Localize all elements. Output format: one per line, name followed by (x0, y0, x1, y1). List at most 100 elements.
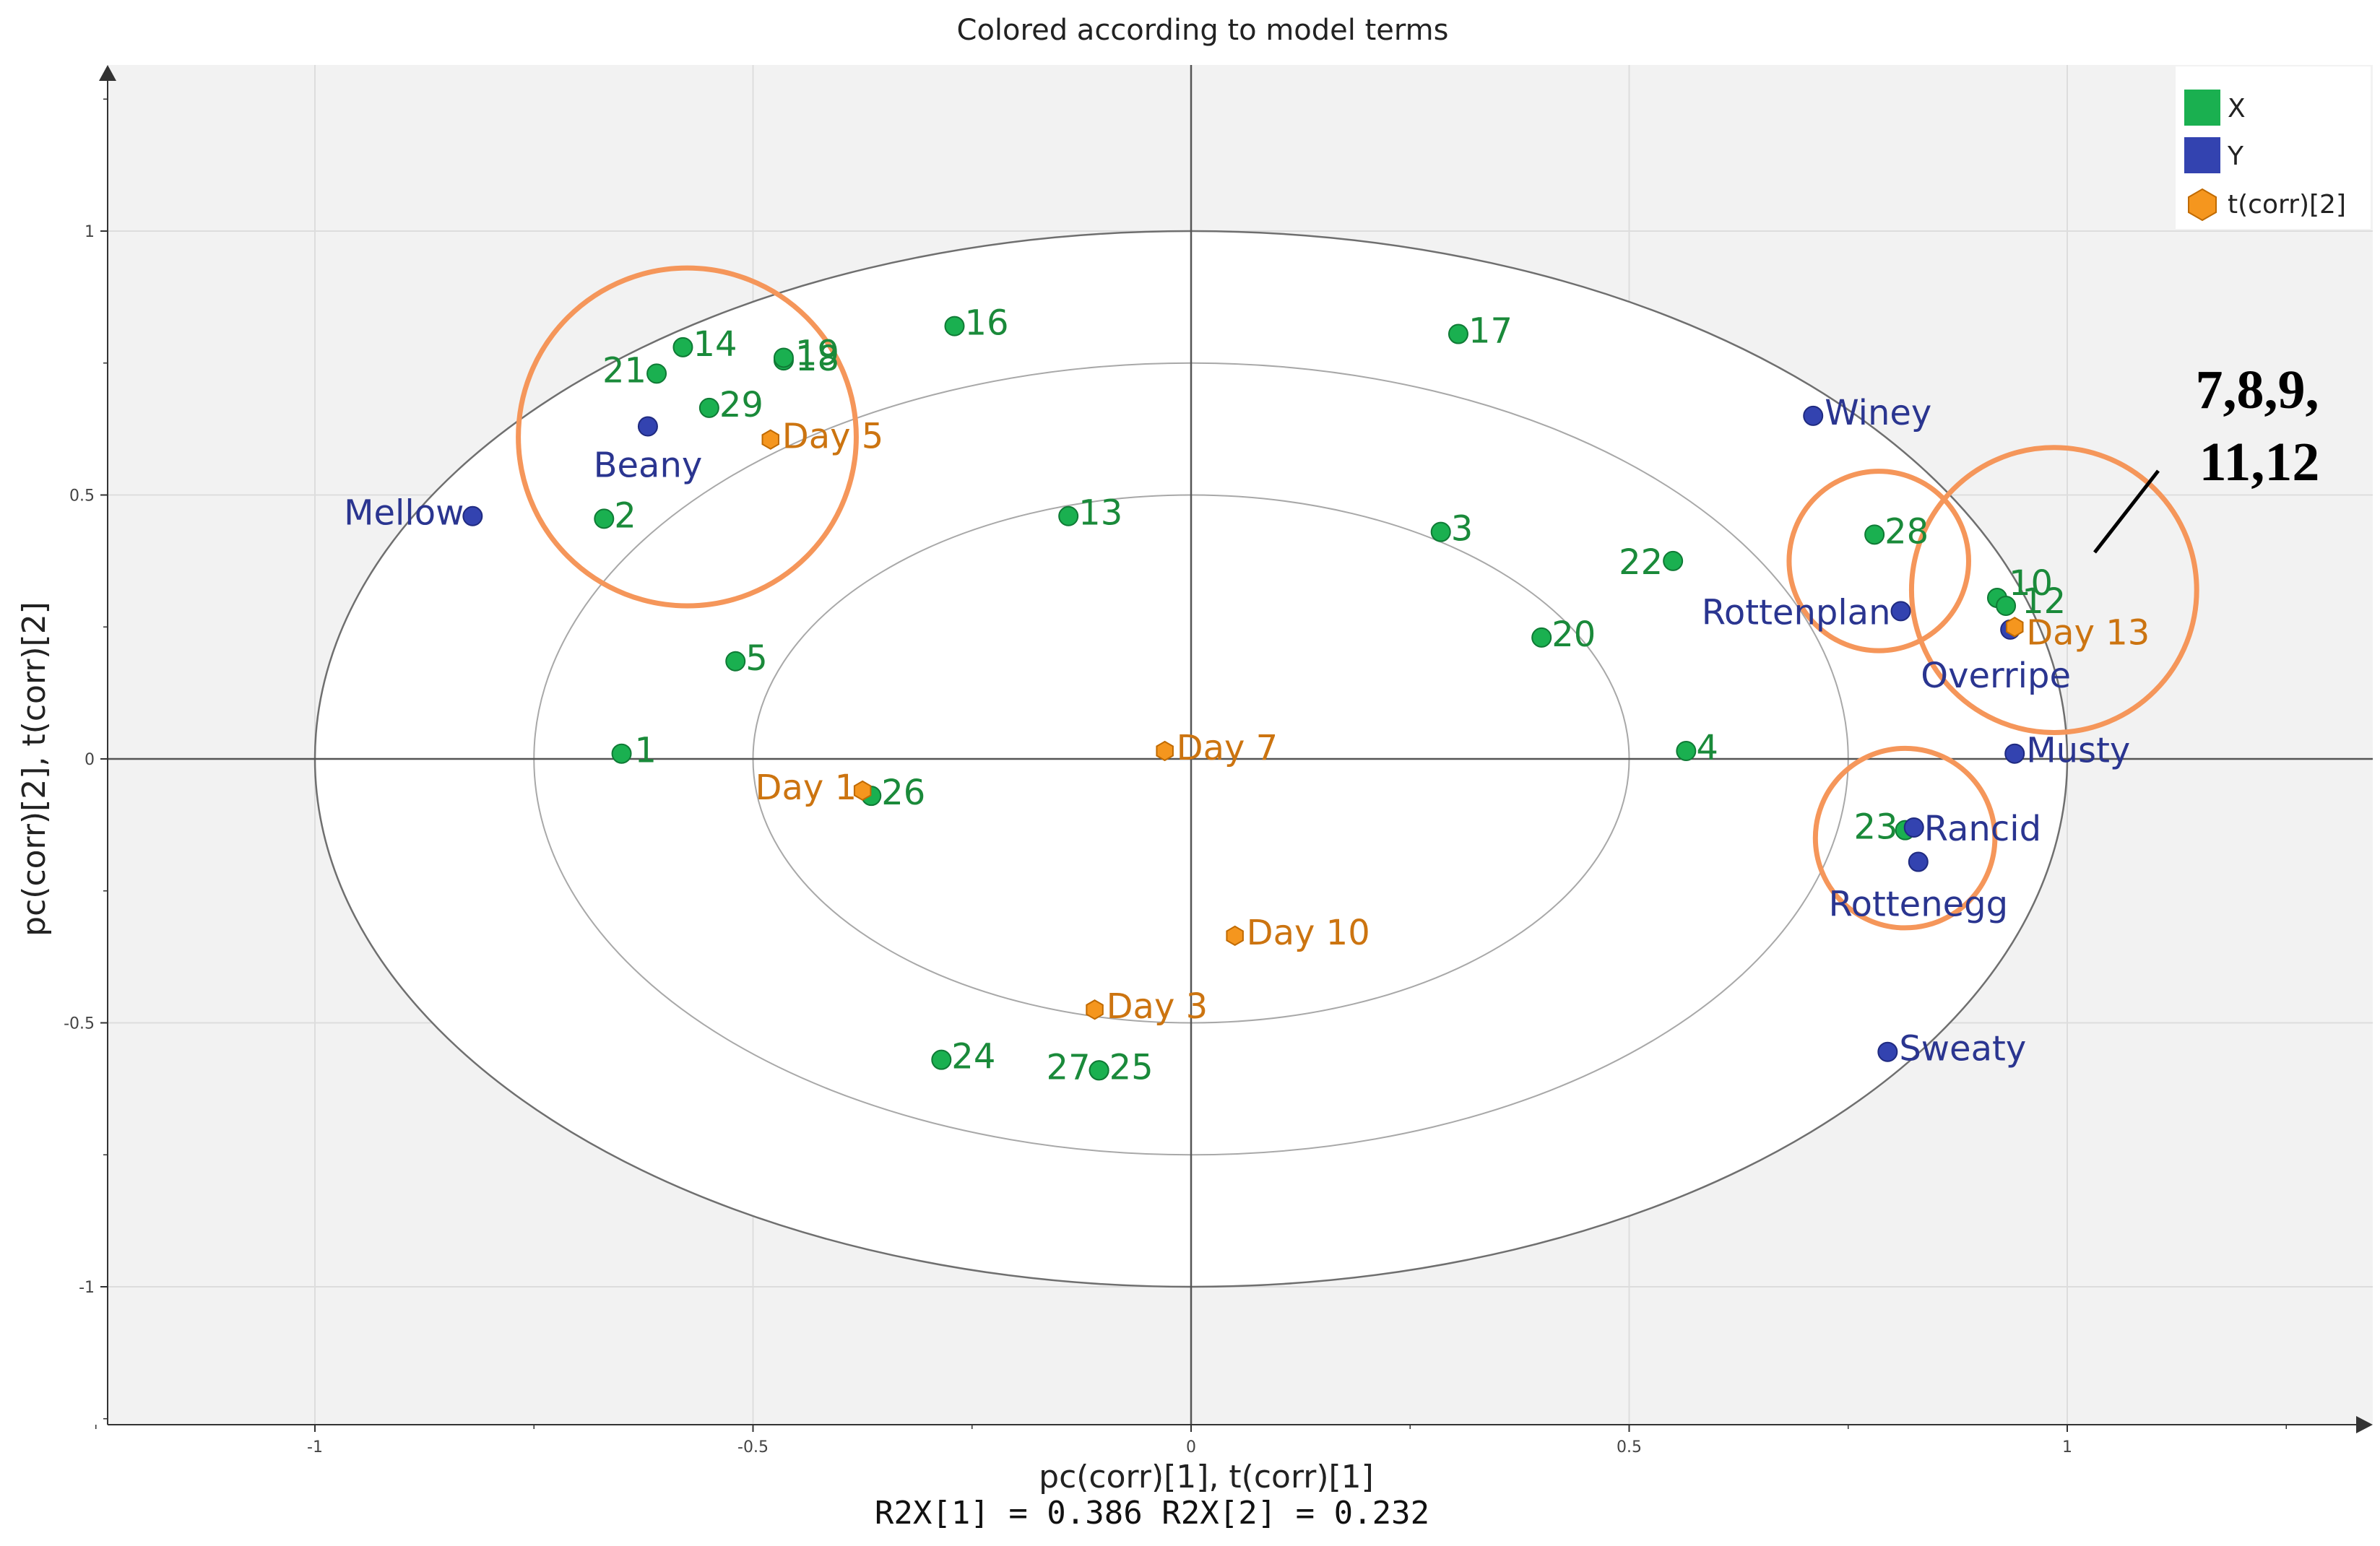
point-label-tcorr: Day 13 (2026, 612, 2150, 653)
point-label-x: 25 (1109, 1047, 1154, 1087)
point-x-24 (931, 1049, 952, 1070)
highlight-circle (1908, 445, 2199, 735)
x-tick-label: 1 (2062, 1438, 2072, 1456)
point-label-x: 23 (1854, 807, 1898, 848)
legend-swatch-tcorr-hexagon-icon (2188, 188, 2217, 222)
point-label-x: 29 (719, 385, 763, 425)
point-label-x: 13 (1078, 493, 1122, 534)
y-axis-label: pc(corr)[2], t(corr)[2] (16, 602, 53, 937)
chart-title: Colored according to model terms (957, 14, 1449, 47)
point-label-y: Winey (1825, 393, 1931, 433)
point-x-14 (672, 336, 693, 357)
x-tick-label: 0 (1186, 1438, 1196, 1456)
point-y-musty (2004, 743, 2025, 764)
legend: X Y t(corr)[2] (2176, 66, 2371, 229)
y-axis-arrow-icon (99, 65, 116, 81)
point-y-mellow (462, 505, 483, 526)
y-tick-label: -0.5 (64, 1015, 95, 1033)
axis-layer (99, 65, 2373, 1433)
point-tcorr-day-5 (761, 429, 779, 450)
point-label-y: Sweaty (1899, 1029, 2026, 1069)
point-x-4 (1676, 741, 1697, 762)
point-x-13 (1058, 505, 1079, 526)
callout-text-line1: 7,8,9, (2196, 360, 2319, 420)
point-tcorr-day-13 (2006, 617, 2024, 638)
point-label-x: 22 (1619, 542, 1663, 583)
point-label-x: 14 (693, 324, 737, 365)
point-x-17 (1448, 323, 1468, 344)
point-label-x: 18 (795, 339, 839, 379)
r2x-footer: R2X[1] = 0.386 R2X[2] = 0.232 (875, 1495, 1429, 1532)
point-label-x: 5 (745, 638, 768, 679)
point-label-x: 1 (635, 731, 657, 771)
point-label-x: 24 (951, 1037, 995, 1077)
x-tick-label: -0.5 (737, 1438, 769, 1456)
highlight-circles (516, 265, 2199, 931)
point-label-x: 17 (1468, 311, 1513, 352)
point-label-y: Rottenegg (1828, 885, 2008, 925)
x-axis-arrow-icon (2356, 1416, 2373, 1433)
y-tick-label: 0.5 (69, 487, 95, 505)
point-label-tcorr: Day 1 (756, 768, 857, 808)
point-layer (462, 316, 2025, 1081)
point-label-x: 28 (1884, 511, 1929, 552)
callout-text-line2: 11,12 (2199, 432, 2320, 492)
point-label-y: Musty (2026, 731, 2130, 771)
point-y-rottenplan (1890, 601, 1911, 622)
point-label-x: 2 (614, 495, 636, 536)
point-tcorr-day-3 (1086, 999, 1104, 1020)
point-x-20 (1531, 627, 1552, 648)
point-label-tcorr: Day 3 (1107, 986, 1208, 1027)
point-label-y: Mellow (344, 493, 464, 534)
point-x-19 (773, 347, 794, 368)
highlight-circle (1786, 469, 1971, 653)
point-x-3 (1430, 521, 1451, 542)
y-tick-label: 0 (85, 751, 95, 769)
point-label-y: Beany (594, 445, 703, 485)
legend-label-x: X (2228, 94, 2246, 123)
point-x-12 (1996, 596, 2017, 617)
callout-pointer-line (2093, 469, 2160, 554)
point-x-1 (611, 743, 632, 764)
point-y-rottenegg (1908, 851, 1929, 872)
x-tick-label: 0.5 (1617, 1438, 1642, 1456)
point-x-21 (646, 363, 667, 384)
point-x-5 (725, 651, 746, 672)
point-x-2 (594, 508, 615, 529)
point-label-y: Overripe (1921, 656, 2071, 696)
point-label-x: 21 (602, 350, 646, 391)
point-label-x: 12 (2022, 581, 2066, 622)
point-label-x: 16 (964, 303, 1008, 344)
legend-swatch-x (2184, 90, 2220, 126)
legend-label-tcorr: t(corr)[2] (2228, 190, 2346, 220)
point-label-x: 10 (2009, 563, 2053, 604)
point-label-x: 19 (795, 333, 839, 373)
point-y-sweaty (1877, 1041, 1898, 1062)
point-label-tcorr: Day 10 (1247, 913, 1370, 953)
y-tick-label: 1 (85, 223, 95, 241)
point-x-28 (1864, 524, 1885, 545)
point-y-beany (637, 416, 658, 437)
x-axis-label: pc(corr)[1], t(corr)[1] (1039, 1459, 1374, 1495)
highlight-circle (1812, 745, 1998, 931)
x-tick-label: -1 (307, 1438, 323, 1456)
point-label-y: Rancid (1924, 809, 2041, 849)
point-x-29 (698, 397, 719, 418)
point-label-tcorr: Day 7 (1177, 728, 1278, 768)
legend-label-y: Y (2227, 142, 2244, 171)
point-tcorr-day-1 (853, 780, 872, 802)
point-label-x: 27 (1047, 1047, 1091, 1087)
legend-swatch-y (2184, 137, 2220, 173)
tick-layer: -1 -0.5 0 0.5 1 -1 -0.5 0 0.5 1 (64, 98, 2287, 1456)
y-tick-label: -1 (79, 1279, 95, 1297)
point-x-27 (1089, 1060, 1109, 1081)
point-label-x: 4 (1696, 728, 1718, 768)
point-label-tcorr: Day 5 (782, 417, 884, 457)
point-y-rancid (1903, 817, 1924, 838)
point-tcorr-day-10 (1226, 925, 1244, 947)
point-label-x: 3 (1451, 509, 1474, 550)
point-y-winey (1803, 405, 1824, 426)
